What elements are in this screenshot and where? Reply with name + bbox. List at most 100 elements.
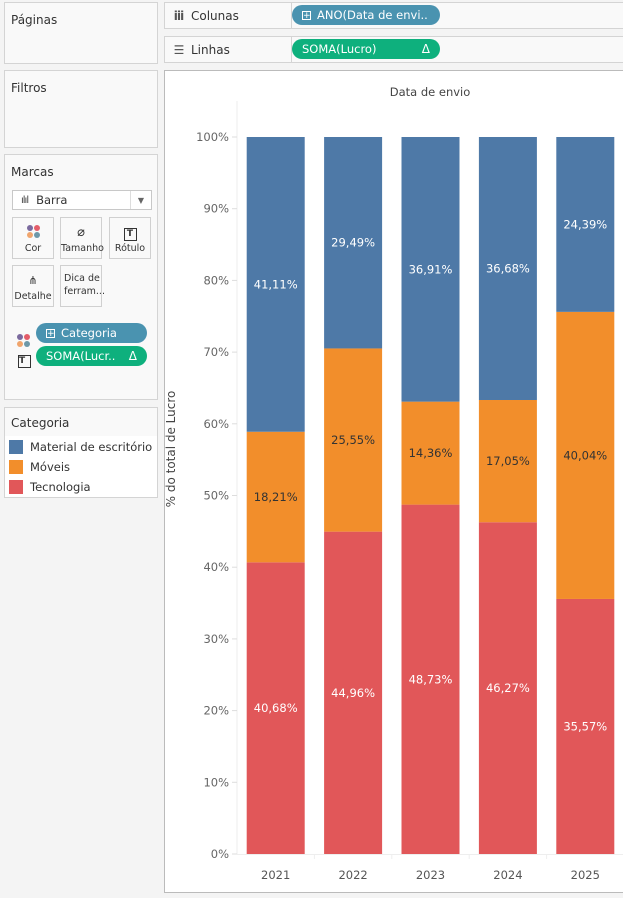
detail-icon: ⋔	[28, 274, 38, 287]
bar-segment[interactable]	[556, 311, 615, 599]
tooltip-button[interactable]: Dica de ferram...	[60, 265, 105, 307]
bar-chart-icon: ılıl	[21, 194, 29, 206]
data-label: 29,49%	[331, 236, 375, 250]
data-label: 40,04%	[563, 448, 607, 462]
y-tick-label: 100%	[196, 130, 229, 144]
size-label: Tamanho	[61, 243, 104, 254]
columns-icon: ⅲ	[173, 8, 185, 23]
color-icon	[17, 325, 30, 347]
columns-shelf[interactable]: ⅲ Colunas + ANO(Data de envi..	[164, 2, 623, 29]
data-label: 44,96%	[331, 686, 375, 700]
mark-type-value: Barra	[36, 193, 68, 207]
data-label: 48,73%	[409, 672, 453, 686]
chart-title: Data de envio	[390, 85, 471, 99]
chevron-down-icon[interactable]: ▼	[130, 191, 151, 209]
color-icon	[13, 218, 53, 243]
rows-label: Linhas	[191, 42, 230, 57]
sum-profit-pill[interactable]: SOMA(Lucro) Δ	[292, 39, 440, 59]
data-label: 36,68%	[486, 261, 530, 275]
rows-icon: ☰	[173, 42, 185, 57]
legend-title: Categoria	[5, 408, 157, 436]
sum-profit-label: SOMA(Lucro)	[302, 42, 377, 56]
label-icon: T	[18, 348, 31, 368]
label-button[interactable]: T Rótulo	[109, 217, 151, 259]
data-label: 41,11%	[254, 277, 298, 291]
category-pill-label: Categoria	[61, 326, 117, 340]
x-tick-label: 2022	[338, 868, 367, 882]
x-tick-label: 2024	[493, 868, 522, 882]
legend-label: Material de escritório	[30, 440, 153, 454]
detail-button[interactable]: ⋔ Detalhe	[12, 265, 54, 307]
bar-segment[interactable]	[324, 348, 383, 532]
bar-segment[interactable]	[324, 137, 383, 349]
marks-panel: Marcas ılıl Barra ▼ Cor ⌀ Tamanho T Rótu…	[4, 154, 158, 400]
bar-segment[interactable]	[246, 137, 305, 432]
stacked-bar-chart: Data de envio % do total de Lucro 0% 10% 2…	[165, 85, 623, 882]
bar-segment[interactable]	[478, 399, 537, 523]
legend-swatch	[9, 440, 23, 454]
legend-item-material[interactable]: Material de escritório	[9, 440, 152, 454]
data-label: 35,57%	[563, 719, 607, 733]
size-icon: ⌀	[77, 225, 85, 240]
x-tick-label: 2021	[261, 868, 290, 882]
bar-segment[interactable]	[324, 531, 383, 854]
y-tick-label: 10%	[203, 775, 229, 789]
color-label: Cor	[24, 243, 42, 254]
columns-label: Colunas	[191, 8, 239, 23]
y-tick-label: 20%	[203, 704, 229, 718]
mark-type-dropdown[interactable]: ılıl Barra ▼	[12, 190, 152, 210]
y-tick-label: 0%	[211, 847, 229, 861]
sum-profit-pill-label: SOMA(Lucr..	[46, 349, 116, 363]
bar-segment[interactable]	[246, 562, 305, 854]
year-ship-date-pill[interactable]: + ANO(Data de envi..	[292, 5, 440, 25]
legend-item-moveis[interactable]: Móveis	[9, 460, 70, 474]
data-label: 18,21%	[254, 490, 298, 504]
bar-segment[interactable]	[401, 137, 460, 402]
detail-label: Detalhe	[14, 291, 52, 302]
bar-segment[interactable]	[478, 522, 537, 854]
label-label: Rótulo	[114, 243, 146, 254]
marks-title: Marcas	[11, 165, 54, 179]
data-label: 24,39%	[563, 217, 607, 231]
delta-icon: Δ	[128, 349, 137, 363]
data-label: 36,91%	[409, 262, 453, 276]
y-tick-label: 50%	[203, 489, 229, 503]
chart-view[interactable]: Data de envio % do total de Lucro 0% 10% 2…	[164, 70, 623, 893]
expand-icon: +	[46, 328, 55, 339]
bar-segment[interactable]	[478, 137, 537, 400]
y-tick-label: 40%	[203, 560, 229, 574]
data-label: 46,27%	[486, 681, 530, 695]
bar-segment[interactable]	[556, 598, 615, 854]
x-tick-label: 2025	[571, 868, 600, 882]
label-icon: T	[110, 223, 150, 243]
size-button[interactable]: ⌀ Tamanho	[60, 217, 104, 259]
y-tick-label: 90%	[203, 202, 229, 216]
y-tick-label: 60%	[203, 417, 229, 431]
filters-title: Filtros	[11, 81, 47, 95]
color-button[interactable]: Cor	[12, 217, 54, 259]
expand-icon: +	[302, 10, 311, 21]
pages-title: Páginas	[11, 13, 58, 27]
y-axis-title: % do total de Lucro	[165, 391, 178, 508]
legend-label: Tecnologia	[30, 480, 91, 494]
legend-swatch	[9, 480, 23, 494]
bar-segment[interactable]	[401, 504, 460, 854]
rows-shelf[interactable]: ☰ Linhas SOMA(Lucro) Δ	[164, 36, 623, 63]
legend-item-tecnologia[interactable]: Tecnologia	[9, 480, 91, 494]
data-label: 40,68%	[254, 701, 298, 715]
color-legend: Categoria Material de escritório Móveis …	[4, 407, 158, 498]
legend-label: Móveis	[30, 460, 71, 474]
data-label: 25,55%	[331, 433, 375, 447]
pages-panel[interactable]: Páginas	[4, 2, 158, 64]
year-pill-label: ANO(Data de envi..	[317, 8, 428, 22]
bar-segment[interactable]	[556, 137, 615, 312]
bar-segment[interactable]	[246, 431, 305, 563]
category-pill[interactable]: + Categoria	[36, 323, 147, 343]
filters-panel[interactable]: Filtros	[4, 70, 158, 148]
legend-swatch	[9, 460, 23, 474]
delta-icon: Δ	[421, 42, 430, 56]
y-tick-label: 30%	[203, 632, 229, 646]
bar-segment[interactable]	[401, 401, 460, 505]
data-label: 17,05%	[486, 454, 530, 468]
sum-profit-label-pill[interactable]: SOMA(Lucr.. Δ	[36, 346, 147, 366]
